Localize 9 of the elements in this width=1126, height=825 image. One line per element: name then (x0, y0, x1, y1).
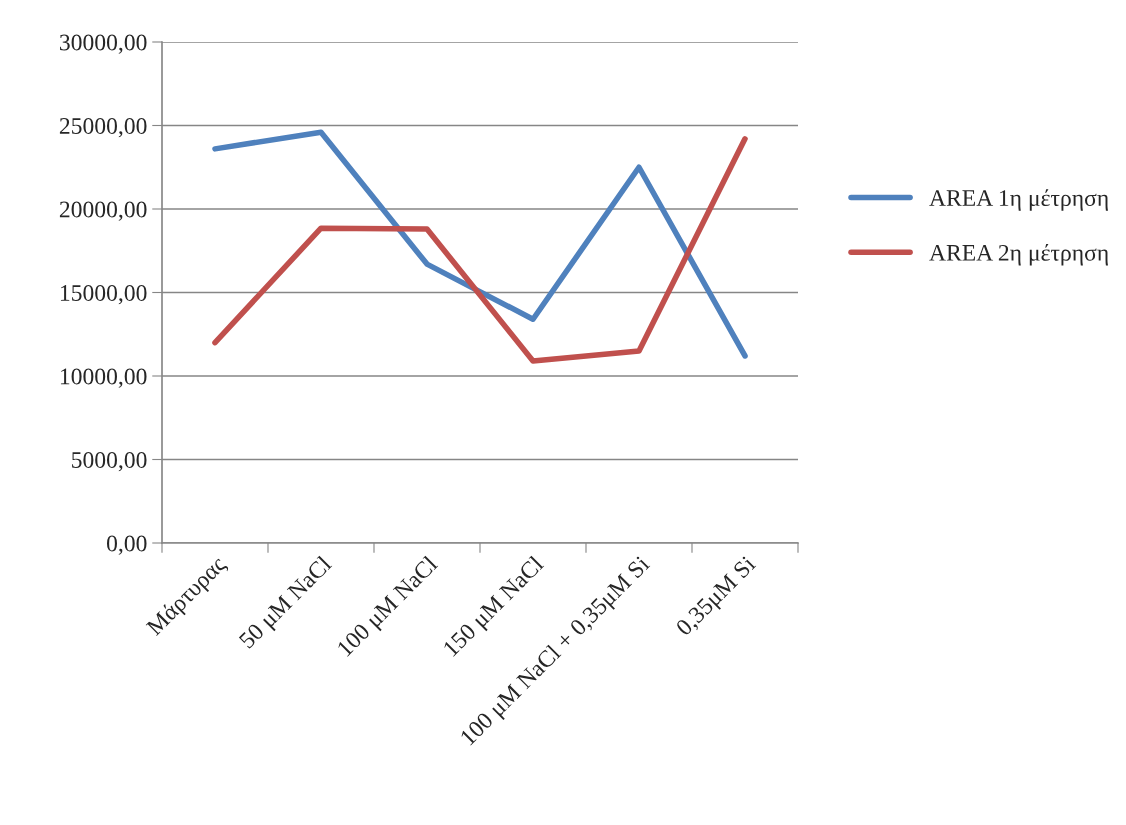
y-tick-label: 15000,00 (60, 284, 147, 305)
y-tick-label: 0,00 (107, 535, 147, 555)
y-tick-label: 20000,00 (59, 201, 147, 221)
y-tick-label: 25000,00 (59, 117, 147, 138)
legend-label: AREA 2η μέτρηση (929, 243, 1108, 266)
y-tick-label: 10000,00 (60, 368, 147, 388)
y-tick-label: 30000,00 (60, 34, 147, 54)
y-tick-label: 5000,00 (72, 451, 147, 472)
legend-label: AREA 1η μέτρηση (929, 189, 1108, 211)
